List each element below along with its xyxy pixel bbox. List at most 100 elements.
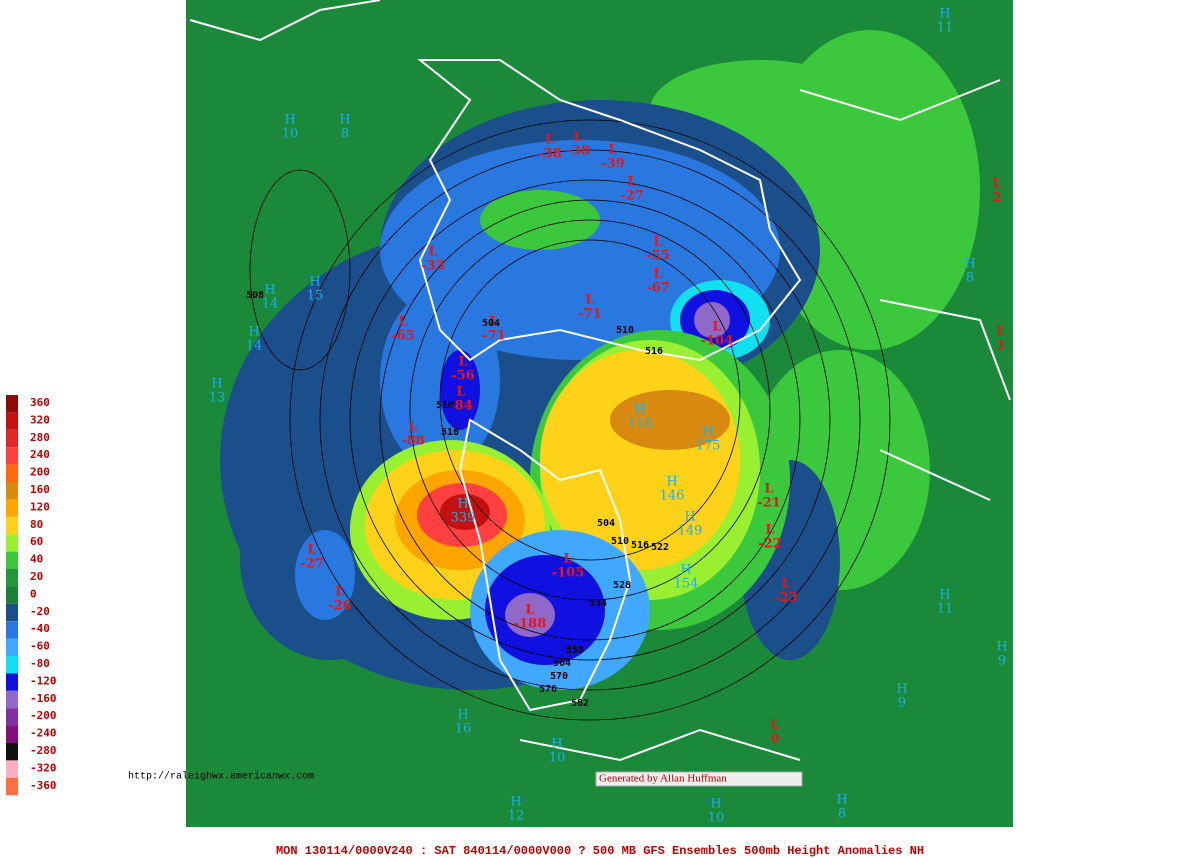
legend-swatch [6,708,18,726]
legend-swatch [6,516,18,535]
contour-label: 558 [566,645,584,656]
center-value: -39 [601,157,625,172]
center-letter: L [770,718,779,733]
center-letter: L [307,543,316,558]
center-value: 14 [246,339,263,354]
center-value: -67 [646,281,670,296]
center-letter: H [710,797,721,812]
center-letter: L [585,293,594,308]
center-letter: L [489,315,498,330]
legend-label: 60 [30,535,43,548]
legend-swatch [6,395,18,413]
center-value: -105 [552,566,585,581]
center-value: -27 [620,189,644,204]
center-letter: H [551,737,562,752]
center-value: 10 [549,751,566,766]
contour-label: 510 [611,536,629,547]
legend-label: 0 [30,587,37,600]
center-value: -104 [701,334,734,349]
legend-label: 20 [30,570,43,583]
legend-label: 320 [30,413,50,426]
contour-label: 534 [589,598,607,609]
legend-label: 360 [30,396,50,409]
center-value: 2 [992,191,1001,206]
legend-swatch [6,569,18,587]
legend-swatch [6,638,18,656]
center-value: -188 [514,617,547,632]
height-contours [249,119,891,721]
center-letter: H [939,588,950,603]
center-letter: H [457,708,468,723]
legend-swatch [6,429,18,448]
center-value: 9 [998,654,1006,669]
center-letter: L [653,235,662,250]
center-letter: H [836,793,847,808]
center-letter: L [573,130,582,145]
credit-text: Generated by Allan Huffman [599,773,727,785]
contour-label: 528 [613,580,631,591]
center-value: -33 [421,259,445,274]
center-letter: H [896,682,907,697]
center-value: -71 [482,329,506,344]
legend-label: 280 [30,431,50,444]
center-value: 10 [708,811,725,826]
legend-label: -40 [30,622,50,635]
legend-swatch [6,464,18,482]
legend-label: -200 [30,709,57,722]
center-value: -26 [328,599,352,614]
center-letter: L [781,577,790,592]
legend-swatch [6,586,18,604]
legend-label: 40 [30,553,43,566]
legend-label: 120 [30,500,50,513]
legend-label: -60 [30,640,50,653]
legend-swatch [6,690,18,709]
contour-label: 516 [441,427,459,438]
center-letter: H [457,497,468,512]
center-letter: H [339,113,350,128]
legend-swatch [6,656,18,674]
contour-label: 508 [246,290,264,301]
center-letter: H [284,113,295,128]
center-value: 9 [898,696,906,711]
center-letter: H [666,475,677,490]
center-letter: L [458,355,467,370]
center-letter: H [510,795,521,810]
center-value: 8 [838,807,846,822]
legend-label: -160 [30,692,57,705]
center-value: 175 [696,439,721,454]
contour-label: 510 [436,400,454,411]
legend-swatch [6,673,18,691]
center-letter: H [702,425,713,440]
center-value: 149 [678,524,703,539]
center-letter: H [309,275,320,290]
center-value: -65 [391,329,415,344]
center-letter: H [684,510,695,525]
center-value: -56 [451,369,475,384]
legend-swatch [6,482,18,500]
legend-label: 200 [30,466,50,479]
contour-label: 576 [539,684,557,695]
center-value: 0 [770,732,779,747]
contour-label: 516 [631,540,649,551]
center-value: -84 [449,399,473,414]
legend-swatch [6,534,18,552]
center-letter: H [964,257,975,272]
legend-swatch [6,621,18,639]
legend-label: 240 [30,448,50,461]
center-value: -88 [401,434,425,449]
legend-swatch [6,499,18,517]
center-letter: L [408,420,417,435]
contour-label: 564 [553,658,571,669]
center-letter: H [248,325,259,340]
center-letter: L [608,143,617,158]
legend-swatch [6,447,18,465]
center-letter: L [525,603,534,618]
legend: 360320280240200160120806040200-20-40-60-… [6,395,57,796]
contour-label: 504 [597,518,615,529]
legend-label: -80 [30,657,50,670]
center-value: -27 [300,557,324,572]
center-letter: H [996,640,1007,655]
contour-label: 504 [482,318,500,329]
center-value: -55 [646,249,670,264]
legend-swatch [6,725,18,743]
